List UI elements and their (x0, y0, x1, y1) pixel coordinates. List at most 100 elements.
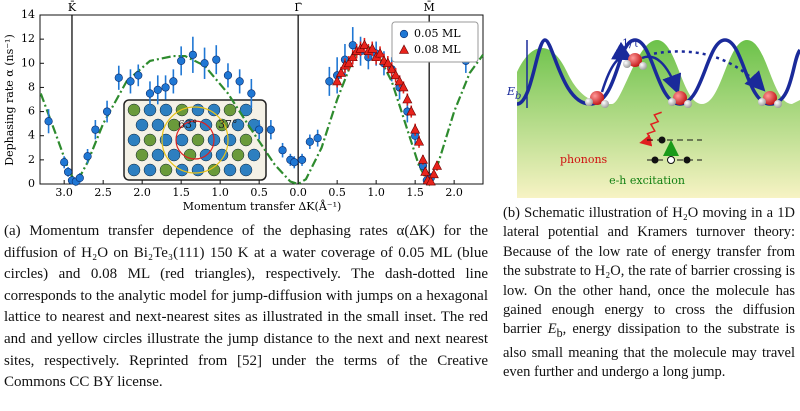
x-axis-label: Momentum transfer ΔK(Å⁻¹) (183, 199, 342, 213)
molecule (758, 91, 782, 108)
y-tick-label: 8 (28, 80, 35, 93)
legend-marker (399, 29, 409, 39)
y-tick-label: 2 (28, 153, 35, 166)
lattice-atom (143, 133, 157, 147)
data-point (425, 175, 436, 186)
data-point (336, 67, 347, 77)
data-point (332, 75, 343, 86)
x-tick-label: 1.0 (211, 186, 229, 199)
x-tick-label: 1.5 (172, 186, 190, 199)
x-tick-label: 3.0 (55, 186, 73, 199)
symmetry-label: Γ̄ (294, 1, 302, 14)
lattice-atom (143, 103, 157, 117)
lattice-atom (239, 133, 253, 147)
molecule (668, 91, 692, 108)
lattice-atom (223, 133, 237, 147)
x-tick-label: 1.5 (406, 186, 424, 199)
y-tick-label: 0 (28, 177, 35, 190)
data-point (297, 155, 307, 164)
lattice-atom (175, 133, 189, 147)
y-tick-label: 10 (21, 56, 35, 69)
molecule (623, 53, 647, 70)
caption-text: , energy dissipation to the substrate is… (503, 321, 796, 381)
x-tick-label: 0.5 (328, 186, 346, 199)
data-point (305, 137, 314, 146)
caption-text: (b) Schematic illustration of H₂O moving… (503, 205, 795, 338)
schematic: Eb 1/τ phonons e-h excitation (506, 37, 800, 198)
lattice-atom (159, 133, 173, 147)
data-point (169, 77, 178, 86)
data-point (428, 168, 439, 179)
data-point (102, 107, 112, 116)
data-point (325, 77, 334, 86)
data-point (63, 167, 73, 177)
hop-arrow (600, 41, 634, 93)
data-point (394, 75, 405, 86)
data-point (177, 56, 186, 65)
data-point (382, 57, 393, 68)
lattice-atom (127, 163, 141, 177)
data-point (420, 166, 431, 176)
lattice-atom (159, 103, 173, 117)
lattice-atom (191, 163, 205, 177)
y-axis-label: Dephasing rate α (ns⁻¹) (3, 34, 16, 166)
data-point (347, 51, 358, 62)
lattice-atom (167, 118, 181, 132)
lattice-atom (215, 118, 229, 132)
chart: Dephasing rate α (ns⁻¹) Momentum transfe… (3, 1, 484, 213)
data-point (313, 134, 322, 143)
data-point (134, 71, 143, 80)
potential-wave (516, 38, 800, 106)
lattice-atom (231, 118, 245, 132)
data-point (44, 117, 53, 126)
caption-symbol: E (547, 321, 557, 338)
lattice-atom (151, 148, 165, 162)
data-point (223, 71, 233, 80)
symmetry-label: M̄ (424, 1, 435, 14)
lattice-atom (247, 148, 261, 162)
data-point (290, 158, 299, 167)
data-point (247, 89, 256, 98)
data-point (126, 77, 135, 86)
x-tick-label: 2.5 (94, 186, 112, 199)
long-jump-arrow (646, 50, 766, 92)
lattice-atom (223, 163, 237, 177)
caption-subscript: b (556, 326, 563, 341)
phonons-label: phonons (560, 153, 608, 166)
lattice-atom (127, 103, 141, 117)
plot-frame (39, 14, 484, 185)
data-point (367, 43, 378, 53)
symmetry-label: K̄ (68, 1, 77, 14)
data-point (161, 83, 170, 92)
lattice-atom (151, 118, 165, 132)
data-point (60, 158, 69, 167)
eh-label: e-h excitation (609, 174, 685, 187)
inset: 63° 37° (123, 99, 267, 181)
y-tick-label: 12 (21, 32, 35, 45)
molecule (585, 91, 609, 108)
data-point (91, 125, 100, 134)
lattice-atom (135, 148, 149, 162)
data-point (386, 63, 397, 74)
hop-arrow (641, 55, 682, 95)
data-point (390, 69, 401, 80)
y-tick-label: 14 (21, 8, 35, 21)
x-tick-label: 0.5 (250, 186, 268, 199)
data-point (188, 50, 197, 59)
lattice-atom (239, 163, 253, 177)
lattice-atom (239, 103, 253, 117)
data-point (375, 47, 386, 58)
y-tick-label: 6 (28, 105, 35, 118)
lattice-atom (127, 133, 141, 147)
phonon-arrow (639, 111, 662, 147)
data-point (406, 105, 417, 116)
data-point (431, 160, 442, 170)
caption: (a) Momentum transfer dependence of the … (4, 223, 488, 391)
legend-box (391, 21, 479, 63)
data-point (417, 154, 428, 164)
data-point (266, 125, 275, 134)
lattice-atom (135, 118, 149, 132)
data-point (145, 89, 155, 98)
barrier-label: Eb (506, 85, 521, 102)
substrate (517, 40, 800, 198)
